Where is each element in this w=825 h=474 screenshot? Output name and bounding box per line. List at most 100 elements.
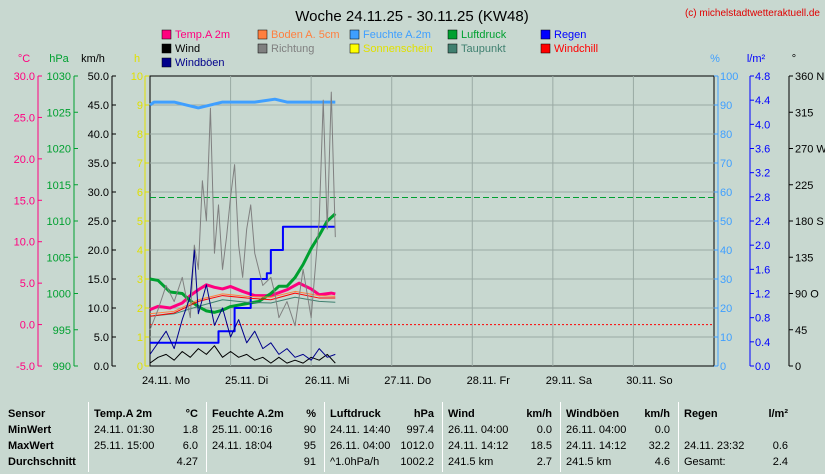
tick-label-rain: 0.0 <box>755 361 770 373</box>
table-cell: 24.11. 14:12 <box>448 440 509 452</box>
legend-swatch <box>540 29 551 40</box>
legend-label: Feuchte A.2m <box>363 29 431 41</box>
table-cell: 18.5 <box>530 440 552 452</box>
tick-label-wind: 20.0 <box>88 245 109 257</box>
legend-swatch <box>349 43 360 54</box>
table-cell: Regen <box>684 408 718 420</box>
weekly-weather-chart: Woche 24.11.25 - 30.11.25 (KW48) (c) mich… <box>14 8 825 387</box>
tick-label-hum: 40 <box>720 245 732 257</box>
table-cell: 6.0 <box>182 440 198 452</box>
table-cell: Gesamt: <box>684 456 726 468</box>
table-cell: Luftdruck <box>330 408 381 420</box>
table-cell: l/m² <box>768 408 788 420</box>
tick-label-hpa: 1030 <box>47 71 71 83</box>
tick-label-hpa: 1005 <box>47 252 71 264</box>
tick-label-dir: 90 O <box>795 289 819 301</box>
tick-label-dir: 0 <box>795 361 801 373</box>
legend-label: Sonnenschein <box>363 43 433 55</box>
axis-unit-hpa: hPa <box>49 53 69 65</box>
tick-label-temp: 0.0 <box>20 320 35 332</box>
table-cell: % <box>306 408 316 420</box>
legend-swatch <box>349 29 360 40</box>
tick-label-wind: 0.0 <box>94 361 109 373</box>
tick-label-sun: 6 <box>137 187 143 199</box>
legend-swatch <box>257 43 268 54</box>
tick-label-sun: 10 <box>131 71 143 83</box>
series-line-3 <box>150 225 336 344</box>
legend-label: Richtung <box>271 43 314 55</box>
tick-label-rain: 4.8 <box>755 71 770 83</box>
tick-label-rain: 0.4 <box>755 337 770 349</box>
table-cell: 26.11. 04:00 <box>566 424 627 436</box>
tick-label-sun: 2 <box>137 303 143 315</box>
table-cell: 24.11. 01:30 <box>94 424 155 436</box>
tick-label-hum: 60 <box>720 187 732 199</box>
table-column: Feuchte A.2m% 25.11. 00:16 90 24.11. 18:04 9… <box>210 400 322 474</box>
table-cell: 95 <box>303 440 316 452</box>
table-cell: 26.11. 04:00 <box>448 424 509 436</box>
table-divider <box>206 402 207 472</box>
tick-label-hpa: 1000 <box>47 289 71 301</box>
table-cell: Feuchte A.2m <box>212 408 284 420</box>
tick-label-temp: 5.0 <box>20 278 35 290</box>
tick-label-temp: 30.0 <box>14 71 35 83</box>
series-line-2 <box>149 212 337 314</box>
tick-label-rain: 2.8 <box>755 192 770 204</box>
x-tick-label: 24.11. Mo <box>142 375 190 387</box>
table-cell: Durchschnitt <box>8 456 76 468</box>
table-column: Luftdruck hPa 24.11. 14:40 997.4 26.11. 04:0… <box>328 400 440 474</box>
tick-label-rain: 2.4 <box>755 216 770 228</box>
legend-swatch <box>161 29 172 40</box>
table-cell: 24.11. 23:32 <box>684 440 745 452</box>
table-cell: 4.27 <box>176 456 198 468</box>
tick-label-sun: 9 <box>137 100 143 112</box>
tick-label-sun: 1 <box>137 332 143 344</box>
tick-label-rain: 2.0 <box>755 240 770 252</box>
table-cell: 0.0 <box>654 424 670 436</box>
table-cell: km/h <box>644 408 670 420</box>
table-column: Regen l/m² 24.11. 23:32 0.6 Gesamt: 2.4 <box>682 400 794 474</box>
tick-label-hpa: 995 <box>53 325 71 337</box>
table-divider <box>88 402 89 472</box>
tick-label-hum: 90 <box>720 100 732 112</box>
table-divider <box>442 402 443 472</box>
table-cell: 4.6 <box>654 456 670 468</box>
table-cell: 0.0 <box>536 424 552 436</box>
tick-label-wind: 40.0 <box>88 129 109 141</box>
tick-label-dir: 180 S <box>795 216 824 228</box>
series-line-5 <box>149 296 336 317</box>
series-line-9 <box>149 249 336 361</box>
legend-label: Temp.A 2m <box>175 29 230 41</box>
tick-label-hum: 100 <box>720 71 738 83</box>
axis-unit-sun: h <box>134 53 140 65</box>
tick-label-hpa: 1025 <box>47 107 71 119</box>
table-cell: ^1.0hPa/h <box>330 456 380 468</box>
table-cell: km/h <box>526 408 552 420</box>
series-line-4 <box>149 290 336 315</box>
tick-label-wind: 45.0 <box>88 100 109 112</box>
table-cell: 1012.0 <box>400 440 434 452</box>
tick-label-wind: 25.0 <box>88 216 109 228</box>
statistics-table: Sensor MinWert MaxWert Durchschnitt Temp.A 2… <box>0 400 825 474</box>
legend-swatch <box>447 29 458 40</box>
tick-label-sun: 4 <box>137 245 143 257</box>
table-column: Windböen km/h 26.11. 04:00 0.0 24.11. 14:12 3… <box>564 400 676 474</box>
table-cell: 1002.2 <box>400 456 434 468</box>
tick-label-dir: 360 N <box>795 71 824 83</box>
tick-label-hum: 0 <box>720 361 726 373</box>
tick-label-rain: 3.2 <box>755 168 770 180</box>
tick-label-hum: 10 <box>720 332 732 344</box>
tick-label-hum: 80 <box>720 129 732 141</box>
table-cell: 24.11. 14:12 <box>566 440 627 452</box>
axis-unit-dir: ° <box>792 53 796 65</box>
series-line-8 <box>149 345 336 364</box>
axis-unit-hum: % <box>710 53 720 65</box>
table-cell: 90 <box>303 424 316 436</box>
tick-label-dir: 45 <box>795 325 807 337</box>
legend-label: Wind <box>175 43 200 55</box>
tick-label-temp: 25.0 <box>14 112 35 124</box>
legend-swatch <box>161 57 172 68</box>
legend-swatch <box>257 29 268 40</box>
table-cell: 91 <box>303 456 316 468</box>
legend-swatch <box>447 43 458 54</box>
